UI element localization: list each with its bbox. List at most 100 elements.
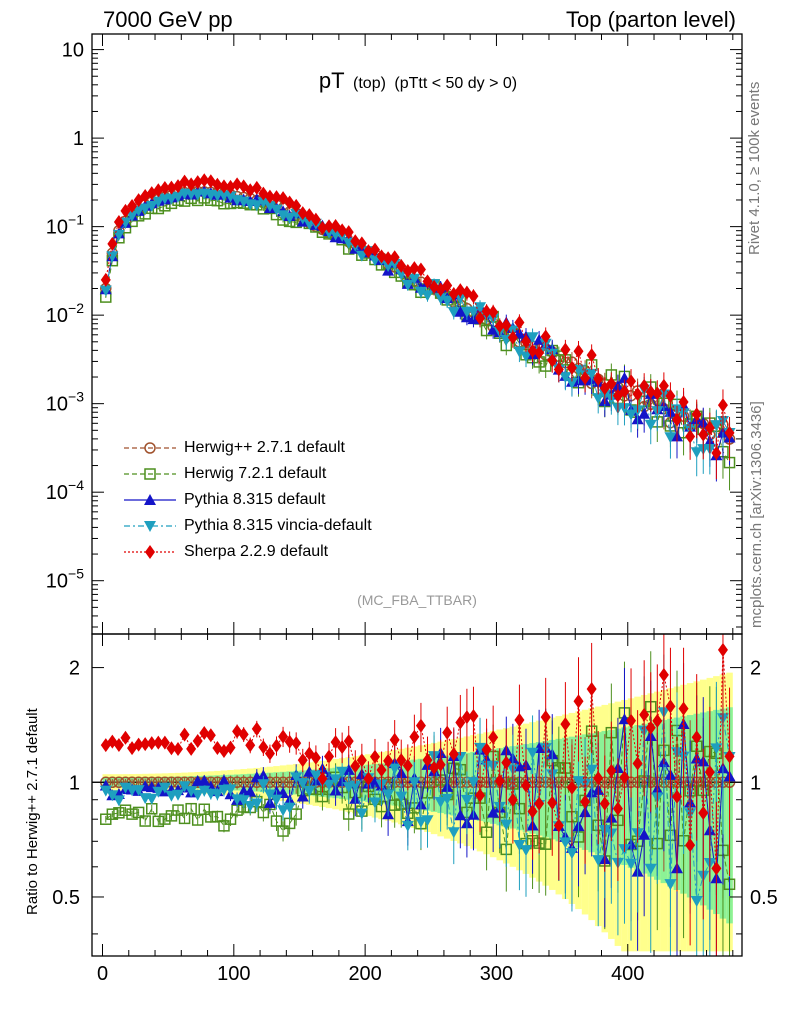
legend: Herwig++ 2.7.1 default Herwig 7.2.1 defa…	[122, 435, 372, 565]
ratio-point-vincia	[500, 819, 513, 831]
title-main: pT	[319, 68, 345, 93]
data-point-sherpa	[324, 219, 335, 234]
data-point-sherpa	[415, 262, 426, 277]
axis-ticks	[92, 34, 742, 956]
ratio-point-sherpa	[166, 741, 177, 756]
ratio-point-sherpa	[626, 713, 637, 728]
data-point-vincia	[165, 193, 178, 205]
mcplots-label: mcplots.cern.ch [arXiv:1306.3436]	[748, 401, 765, 628]
ratio-point-vincia	[382, 789, 395, 801]
legend-item: Herwig++ 2.7.1 default	[122, 435, 372, 461]
ratio-point-vincia	[395, 791, 408, 803]
ratio-point-herwig7	[198, 803, 211, 815]
ratio-point-sherpa	[540, 710, 551, 725]
data-point-sherpa	[494, 318, 505, 333]
y-tick-label: 10	[62, 40, 84, 62]
legend-label: Pythia 8.315 default	[184, 491, 326, 508]
data-point-sherpa	[297, 206, 308, 221]
ratio-point-sherpa	[324, 749, 335, 764]
legend-label: Pythia 8.315 vincia-default	[184, 517, 372, 534]
series-line-sherpa	[105, 179, 731, 454]
ratio-point-sherpa	[520, 778, 531, 793]
data-point-vincia	[565, 378, 578, 390]
ratio-point-herwig7	[106, 808, 119, 820]
ratio-point-herwig7	[257, 806, 270, 819]
ratio-point-herwig7	[218, 820, 230, 832]
ratio-point-herwig7	[152, 815, 165, 828]
ratio-point-vincia	[172, 789, 185, 801]
ratio-point-sherpa	[159, 735, 170, 750]
ratio-point-herwig7	[132, 806, 145, 819]
ratio-point-sherpa	[468, 708, 479, 723]
legend-item: Pythia 8.315 vincia-default	[122, 513, 372, 539]
ratio-ylabel: Ratio to Herwig++ 2.7.1 default	[24, 708, 41, 915]
legend-marker-herwigpp	[124, 442, 176, 454]
legend-label: Sherpa 2.2.9 default	[184, 543, 329, 560]
data-point-herwig7	[539, 360, 552, 372]
ratio-point-herwig7	[277, 825, 289, 837]
ratio-point-herwig7	[159, 813, 171, 825]
data-point-sherpa	[369, 242, 380, 257]
ratio-y-tick-label-right: 1	[750, 772, 761, 794]
data-point-vincia	[106, 251, 119, 263]
data-point-sherpa	[691, 407, 702, 422]
ratio-point-sherpa	[494, 774, 505, 789]
ratio-line-vincia	[105, 712, 731, 902]
ratio-point-herwig7	[113, 807, 125, 819]
ratio-point-sherpa	[606, 763, 617, 778]
title-sub: (top)	[353, 75, 386, 92]
data-point-sherpa	[672, 412, 682, 427]
ratio-point-sherpa	[475, 788, 486, 803]
y-tick-label: 1	[73, 128, 84, 150]
data-point-sherpa	[593, 372, 604, 387]
tick-labels: 10 1 10−1 10−2 10−3 10−4 10−5 0 100 200 300 400 0.5 0…	[46, 40, 778, 985]
ratio-y-tick-label-right: 0.5	[750, 887, 778, 909]
data-point-sherpa	[232, 177, 243, 192]
watermark: (MC_FBA_TTBAR)	[357, 592, 477, 608]
x-tick-label: 300	[480, 963, 513, 985]
ratio-point-sherpa	[140, 737, 151, 752]
data-point-sherpa	[389, 250, 400, 265]
ratio-point-sherpa	[245, 738, 256, 753]
data-point-sherpa	[619, 384, 630, 399]
ratio-point-sherpa	[409, 729, 420, 744]
ratio-point-vincia	[408, 777, 421, 789]
ratio-point-sherpa	[343, 734, 354, 749]
ratio-point-vincia	[178, 781, 191, 793]
ratio-point-sherpa	[337, 740, 348, 755]
data-point-sherpa	[271, 190, 282, 205]
ratio-point-herwig7	[139, 815, 151, 827]
data-point-sherpa	[534, 345, 545, 360]
ratio-point-vincia	[664, 879, 677, 891]
ratio-point-sherpa	[284, 734, 295, 749]
ratio-point-sherpa	[501, 755, 512, 770]
ratio-point-herwig7	[185, 802, 197, 815]
ratio-point-sherpa	[369, 749, 380, 764]
rivet-label: Rivet 4.1.0, ≥ 100k events	[746, 81, 763, 255]
series-line-herwigpp	[105, 191, 730, 440]
data-point-sherpa	[475, 311, 486, 326]
ratio-point-sherpa	[422, 753, 433, 768]
ratio-point-sherpa	[652, 713, 663, 728]
legend-label: Herwig 7.2.1 default	[184, 465, 327, 482]
ratio-point-sherpa	[317, 771, 328, 786]
legend-marker-vincia	[124, 521, 176, 532]
legend-label: Herwig++ 2.7.1 default	[184, 439, 345, 456]
ratio-point-herwig7	[165, 810, 178, 822]
ratio-point-vincia	[388, 763, 401, 775]
ratio-point-sherpa	[593, 771, 604, 786]
x-tick-label: 400	[611, 963, 644, 985]
ratio-y-tick-label: 2	[69, 658, 80, 680]
ratio-point-herwig7	[342, 808, 355, 820]
ratio-line-sherpa	[105, 649, 731, 869]
ratio-point-sherpa	[278, 729, 289, 744]
ratio-point-sherpa	[488, 730, 499, 745]
data-point-sherpa	[626, 374, 637, 389]
y-tick-label: 10−2	[46, 300, 84, 327]
data-point-vincia	[664, 432, 677, 444]
ratio-point-vincia	[592, 855, 605, 867]
ratio-point-vincia	[513, 840, 526, 852]
data-point-vincia	[585, 368, 598, 380]
ratio-point-sherpa	[672, 789, 682, 804]
